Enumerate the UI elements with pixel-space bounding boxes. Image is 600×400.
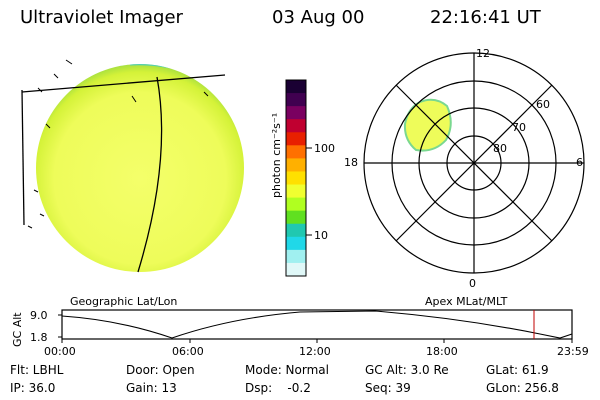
altitude-plot [58, 309, 573, 343]
colorbar-segment [286, 236, 306, 251]
info-filter: Flt: LBHL [10, 363, 64, 377]
mlat-label-70: 70 [512, 121, 526, 134]
color-bar [286, 80, 306, 277]
info-dsp: Dsp: -0.2 [245, 381, 311, 395]
x-tick-0600: 06:00 [172, 345, 204, 358]
mlat-label-80: 80 [493, 142, 507, 155]
colorbar-unit-label: photon cm⁻²s⁻¹ [270, 112, 283, 198]
colorbar-tick-100: 100 [314, 142, 335, 155]
x-tick-0000: 00:00 [44, 345, 76, 358]
x-tick-1200: 12:00 [299, 345, 331, 358]
info-mode: Mode: Normal [245, 363, 329, 377]
colorbar-segment [286, 106, 306, 120]
mlat-label-60: 60 [536, 98, 550, 111]
apex-caption: Apex MLat/MLT [425, 295, 508, 308]
colorbar-segment [286, 262, 306, 277]
colorbar-segment [286, 158, 306, 172]
altitude-curve [61, 310, 573, 339]
colorbar-segment [286, 132, 306, 146]
earth-disk [36, 64, 244, 272]
auroral-spot [403, 98, 452, 152]
x-tick-2359: 23:59 [557, 345, 589, 358]
colorbar-segment [286, 197, 306, 212]
info-glon: GLon: 256.8 [486, 381, 559, 395]
mlt-label-18: 18 [344, 156, 358, 169]
app-title: Ultraviolet Imager [20, 7, 183, 28]
mlt-label-6: 6 [576, 156, 583, 169]
time-label: 22:16:41 UT [430, 7, 541, 28]
frame-left-line [21, 89, 25, 226]
colorbar-segment [286, 210, 306, 225]
mlt-label-12: 12 [476, 47, 490, 60]
info-ip: IP: 36.0 [10, 381, 56, 395]
colorbar-segment [286, 184, 306, 199]
mlt-label-0: 0 [469, 277, 476, 290]
colorbar-tick-10: 10 [314, 229, 328, 242]
info-seq: Seq: 39 [365, 381, 411, 395]
longitude-line [137, 76, 163, 273]
colorbar-segment [286, 93, 306, 107]
geographic-image [21, 59, 244, 273]
info-door: Door: Open [126, 363, 195, 377]
colorbar-segment [286, 171, 306, 186]
gc-alt-axis-label: GC Alt [11, 312, 24, 347]
info-gc-alt: GC Alt: 3.0 Re [365, 363, 449, 377]
geographic-caption: Geographic Lat/Lon [70, 295, 178, 308]
colorbar-segment [286, 223, 306, 238]
latitude-line [21, 74, 226, 93]
info-glat: GLat: 61.9 [486, 363, 549, 377]
info-gain: Gain: 13 [126, 381, 177, 395]
polar-plot [363, 52, 585, 274]
x-tick-1800: 18:00 [426, 345, 458, 358]
alt-tick-1-8: 1.8 [30, 331, 48, 344]
colorbar-segment [286, 80, 306, 94]
colorbar-segment [286, 249, 306, 264]
date-label: 03 Aug 00 [272, 7, 365, 28]
alt-tick-9: 9.0 [30, 309, 48, 322]
colorbar-segment [286, 145, 306, 159]
colorbar-segment [286, 119, 306, 133]
